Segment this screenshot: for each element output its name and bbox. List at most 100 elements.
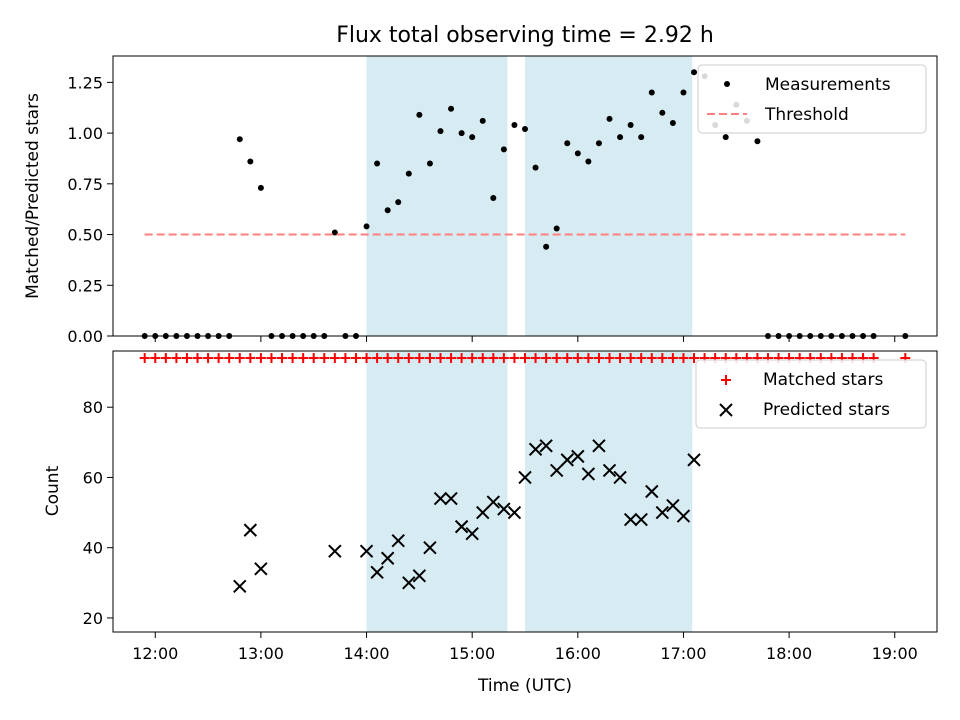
matched-star-point (181, 353, 192, 364)
measurement-point (500, 146, 507, 153)
predicted-star-point (560, 453, 574, 467)
bottom-xtick-label: 12:00 (132, 644, 178, 663)
top-shaded-span-1 (525, 56, 693, 336)
predicted-star-point (254, 562, 268, 576)
matched-star-point (150, 353, 161, 364)
measurement-point (585, 158, 592, 165)
matched-star-point (446, 353, 457, 364)
matched-star-point (213, 353, 224, 364)
measurement-point (374, 160, 381, 167)
measurement-point (680, 89, 687, 96)
matched-star-point (393, 353, 404, 364)
measurement-point (469, 134, 476, 141)
predicted-star-point (507, 505, 522, 520)
matched-star-point (604, 353, 615, 364)
bottom-ytick-label: 80 (83, 398, 103, 417)
predicted-star-point (328, 544, 342, 558)
bottom-xtick-label: 14:00 (343, 644, 389, 663)
top-ylabel: Matched/Predicted stars (23, 93, 43, 299)
legend-threshold-label: Threshold (764, 105, 849, 125)
measurement-point (659, 109, 666, 116)
predicted-star-point (370, 565, 384, 579)
predicted-star-point (528, 442, 543, 457)
predicted-star-point (380, 551, 395, 565)
matched-star-point (298, 353, 309, 364)
top-plot-frame (112, 55, 938, 337)
matched-star-point (224, 353, 235, 364)
predicted-star-point (412, 569, 427, 583)
measurement-point (384, 207, 391, 214)
predicted-star-point (592, 439, 606, 453)
predicted-star-point (623, 512, 638, 527)
matched-star-point (615, 353, 626, 364)
top-ytick-label: 0.00 (67, 327, 103, 346)
top-panel: 0.00 0.25 0.50 0.75 1.00 1.25 Flux total obse… (23, 23, 938, 346)
matched-star-point (287, 353, 298, 364)
legend-matched-marker (721, 375, 731, 385)
bottom-panel: 20 40 60 80 12:00 13:00 14:00 15:00 16:00 17:00 1… (43, 350, 938, 696)
measurement-point (395, 199, 402, 206)
matched-star-point (467, 353, 478, 364)
measurement-point (511, 121, 518, 128)
measurement-point (669, 119, 676, 126)
bottom-legend: Matched stars Predicted stars (695, 359, 927, 429)
measurement-point (553, 225, 560, 232)
top-shaded-span-0 (366, 56, 508, 336)
predicted-star-point (359, 544, 374, 558)
measurement-point (606, 115, 613, 122)
matched-star-point (646, 353, 657, 364)
matched-star-point (350, 353, 361, 364)
matched-star-point (340, 353, 351, 364)
measurement-point (627, 121, 634, 128)
top-ytick-label: 0.50 (67, 226, 103, 245)
bottom-xtick-label: 17:00 (660, 644, 706, 663)
predicted-star-point (243, 523, 258, 537)
matched-star-point (319, 353, 330, 364)
measurement-point (331, 229, 338, 236)
bottom-plot-frame (112, 350, 938, 633)
top-ytick-label: 1.25 (67, 73, 103, 92)
matched-star-point (562, 353, 573, 364)
measurement-point (405, 170, 412, 177)
matched-star-point (203, 353, 214, 364)
matched-star-point (678, 353, 689, 364)
matched-star-point (234, 353, 245, 364)
matched-star-point (625, 353, 636, 364)
measurement-point (426, 160, 433, 167)
predicted-star-point (687, 453, 701, 467)
matched-star-point (435, 353, 446, 364)
matched-star-point (572, 353, 583, 364)
measurement-point (617, 134, 624, 141)
measurement-point (543, 243, 550, 250)
matched-star-point (636, 353, 647, 364)
bottom-xtick-label: 19:00 (872, 644, 918, 663)
matched-star-point (372, 353, 383, 364)
legend-measurements-marker (724, 81, 730, 87)
matched-star-point (530, 353, 541, 364)
bottom-xtick-label: 16:00 (555, 644, 601, 663)
top-ytick-label: 1.00 (67, 124, 103, 143)
matched-star-point (657, 353, 668, 364)
matched-star-point (541, 353, 552, 364)
predicted-star-point (655, 505, 670, 520)
matched-star-point (414, 353, 425, 364)
matched-star-point (551, 353, 562, 364)
measurement-point (416, 111, 423, 118)
predicted-star-point (676, 509, 691, 523)
top-legend: Measurements Threshold (697, 64, 927, 134)
measurement-point (532, 164, 539, 171)
bottom-ytick-label: 40 (83, 539, 103, 558)
matched-star-point (266, 353, 277, 364)
predicted-star-point (613, 470, 627, 485)
legend-matched-label: Matched stars (763, 370, 883, 390)
measurement-point (448, 105, 455, 112)
matched-star-point (593, 353, 604, 364)
matched-star-point (192, 353, 203, 364)
predicted-star-point (444, 491, 458, 506)
predicted-star-point (666, 498, 680, 513)
matched-star-point (456, 353, 467, 364)
predicted-star-point (454, 519, 469, 534)
predicted-star-point (433, 491, 448, 506)
predicted-star-point (539, 439, 553, 453)
